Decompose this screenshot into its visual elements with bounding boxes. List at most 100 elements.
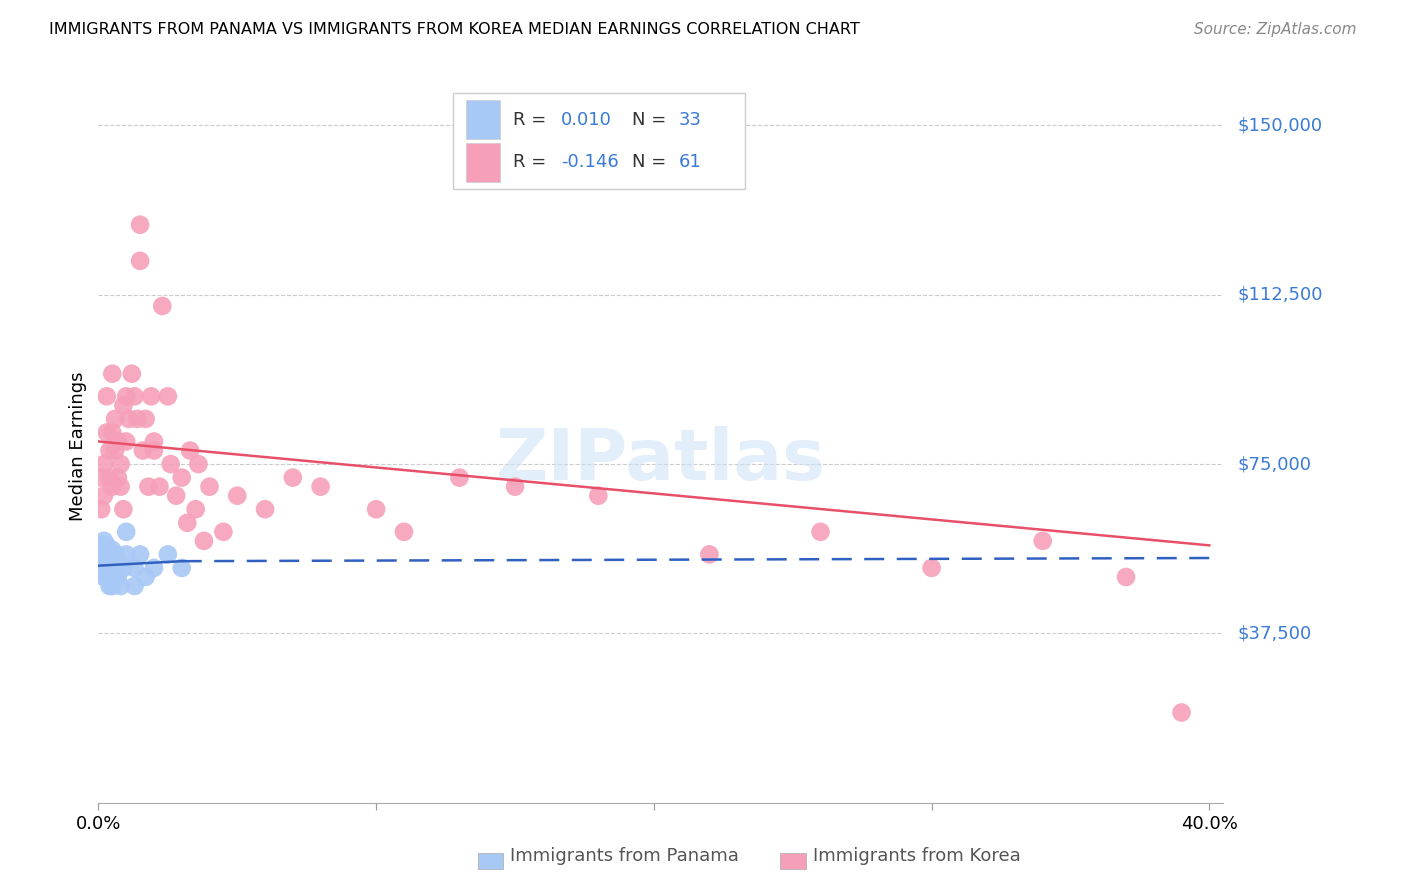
Point <box>101 542 124 557</box>
Point <box>96 389 118 403</box>
Point <box>110 480 132 494</box>
Point <box>104 443 127 458</box>
Point <box>1115 570 1137 584</box>
Point <box>135 570 157 584</box>
Text: Immigrants from Korea: Immigrants from Korea <box>813 847 1021 865</box>
Point <box>107 557 129 571</box>
Point <box>90 502 112 516</box>
Point <box>170 561 193 575</box>
Point <box>810 524 832 539</box>
Point <box>115 389 138 403</box>
Point <box>96 538 118 552</box>
Point <box>107 470 129 484</box>
Point <box>118 412 141 426</box>
Point <box>112 398 135 412</box>
Point <box>156 548 179 562</box>
Text: ZIPatlas: ZIPatlas <box>496 425 825 495</box>
Text: $37,500: $37,500 <box>1237 624 1312 642</box>
Point <box>127 412 149 426</box>
Point <box>699 548 721 562</box>
Point <box>124 389 146 403</box>
Point <box>98 548 121 562</box>
Point <box>132 443 155 458</box>
Text: IMMIGRANTS FROM PANAMA VS IMMIGRANTS FROM KOREA MEDIAN EARNINGS CORRELATION CHAR: IMMIGRANTS FROM PANAMA VS IMMIGRANTS FRO… <box>49 22 860 37</box>
Point <box>98 579 121 593</box>
Point <box>93 570 115 584</box>
Point <box>449 470 471 484</box>
Text: -0.146: -0.146 <box>561 153 619 171</box>
Point <box>101 425 124 440</box>
Point <box>198 480 221 494</box>
Point <box>141 389 163 403</box>
Point <box>93 542 115 557</box>
Text: N =: N = <box>631 153 672 171</box>
Point <box>309 480 332 494</box>
Point <box>143 434 166 449</box>
Point <box>156 389 179 403</box>
Point <box>96 570 118 584</box>
Point <box>124 579 146 593</box>
Point <box>101 561 124 575</box>
Point <box>93 489 115 503</box>
Point <box>254 502 277 516</box>
Point <box>101 579 124 593</box>
Point <box>135 412 157 426</box>
Bar <box>467 100 501 139</box>
Point <box>281 470 304 484</box>
Point <box>170 470 193 484</box>
Point <box>184 502 207 516</box>
Point <box>96 548 118 562</box>
Text: $112,500: $112,500 <box>1237 285 1323 303</box>
Point <box>143 561 166 575</box>
Point <box>112 561 135 575</box>
Point <box>90 470 112 484</box>
Point <box>1170 706 1192 720</box>
Point <box>104 561 127 575</box>
Text: R =: R = <box>513 153 553 171</box>
Point <box>212 524 235 539</box>
Point <box>96 425 118 440</box>
Point <box>90 538 112 552</box>
Point <box>115 434 138 449</box>
Text: 33: 33 <box>679 111 702 128</box>
Point <box>121 367 143 381</box>
Point <box>104 412 127 426</box>
Point <box>392 524 415 539</box>
Point <box>104 548 127 562</box>
Point <box>366 502 388 516</box>
Text: N =: N = <box>631 111 672 128</box>
Point <box>90 548 112 562</box>
Point <box>503 480 526 494</box>
Text: 0.010: 0.010 <box>561 111 612 128</box>
Point <box>129 548 152 562</box>
Point <box>143 443 166 458</box>
Point <box>101 367 124 381</box>
Point <box>101 480 124 494</box>
Point <box>110 457 132 471</box>
Point <box>179 443 201 458</box>
Text: Immigrants from Panama: Immigrants from Panama <box>510 847 740 865</box>
Point <box>148 480 170 494</box>
Point <box>98 561 121 575</box>
Point <box>150 299 173 313</box>
Point <box>129 218 152 232</box>
Text: 61: 61 <box>679 153 702 171</box>
Text: $150,000: $150,000 <box>1237 116 1322 135</box>
FancyBboxPatch shape <box>453 93 745 189</box>
Point <box>112 502 135 516</box>
Point <box>107 434 129 449</box>
Bar <box>467 143 501 182</box>
Point <box>110 579 132 593</box>
Text: Source: ZipAtlas.com: Source: ZipAtlas.com <box>1194 22 1357 37</box>
Text: $75,000: $75,000 <box>1237 455 1312 473</box>
Point <box>129 253 152 268</box>
Point <box>159 457 181 471</box>
Point <box>98 443 121 458</box>
Point <box>176 516 198 530</box>
Point <box>1032 533 1054 548</box>
Point <box>921 561 943 575</box>
Point <box>93 561 115 575</box>
Point <box>93 533 115 548</box>
Point <box>107 570 129 584</box>
Point <box>93 457 115 471</box>
